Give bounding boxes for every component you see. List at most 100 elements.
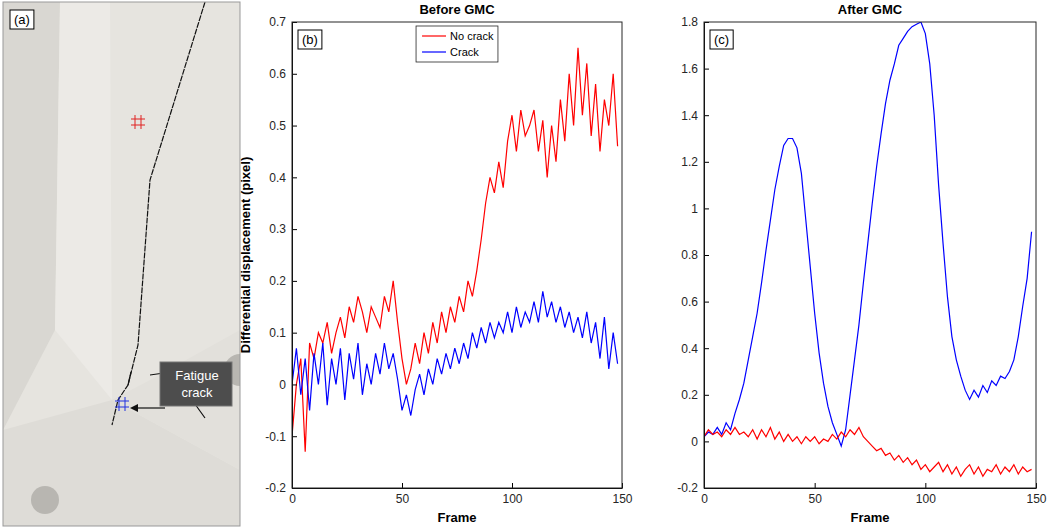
marker-line [135,115,136,129]
tick: 0.8 [681,248,709,262]
photo-region [55,2,112,400]
legend-box [416,26,498,62]
tick-mark [704,348,709,349]
tick: 0 [279,378,297,392]
tick-label: 100 [916,492,936,506]
plot-frame [292,22,622,488]
plot-background [292,22,622,488]
tick-mark [704,302,709,303]
panel-label: (c) [714,32,729,47]
tick: 0.3 [269,222,297,236]
tick: 1.4 [681,109,709,123]
tick-mark [704,208,709,209]
tick: 1 [691,202,709,216]
tick-label: 150 [612,492,632,506]
legend: No crack Crack [416,26,498,62]
marker-line [115,407,129,408]
tracking-points [131,115,145,129]
tick-label: 50 [396,492,410,506]
tick-label: 0.2 [681,388,698,402]
y-axis-title: Differential displacement (pixel) [238,157,253,354]
annotation-arrowhead [130,404,138,412]
legend-label: No crack [450,30,494,42]
annotation-arrow [134,407,165,408]
chart-panel: 050100150-0.200.20.40.60.811.21.41.61.8A… [677,2,1047,525]
tick-label: 0.4 [681,342,698,356]
data-line [704,22,1032,446]
tick-label: 1.2 [681,155,698,169]
tick-mark [292,436,297,437]
tick: 0 [691,435,709,449]
tick-label: 0.6 [269,67,286,81]
x-axis-title: Frame [437,510,476,525]
chart-title: After GMC [838,2,903,17]
tick-label: 0.4 [269,171,286,185]
tick-label: 0.1 [269,326,286,340]
plot-frame [704,22,1036,488]
tick-mark [815,483,816,488]
tick: 50 [396,483,410,506]
tick-label: 50 [808,492,822,506]
photo-hole [31,486,59,514]
tick: 150 [1026,483,1046,506]
x-axis: 050100150 [289,483,633,506]
plot-background [704,22,1036,488]
tick: 100 [502,483,522,506]
tick-label: -0.1 [265,430,286,444]
tick: 0.1 [269,326,297,340]
tick-mark [402,483,403,488]
tick-label: 0.6 [681,295,698,309]
panel-label-box [298,30,322,49]
tick-label: 1.4 [681,109,698,123]
tick-mark [704,441,709,442]
panel-label-box [10,10,34,29]
tick-mark [512,483,513,488]
data-line [292,48,618,452]
tracking-points [115,397,129,411]
tick: 0.2 [681,388,709,402]
tick-label: 1.8 [681,15,698,29]
tick-mark [292,333,297,334]
photo-background [3,2,240,526]
tick-label: 1 [691,202,698,216]
tick-mark [704,115,709,116]
panel-label: (b) [302,32,318,47]
tick-mark [292,126,297,127]
image-panel: Fatiguecrack(a) [3,2,256,526]
marker-line [115,401,129,402]
tick-mark [292,384,297,385]
tick-label: -0.2 [265,481,286,495]
tick-mark [704,162,709,163]
tick-label: 0.7 [269,15,286,29]
tick-mark [704,69,709,70]
x-axis: 0 50 100 150 [701,483,1047,506]
tick-label: 0.5 [269,119,286,133]
tick-label: 0 [701,492,708,506]
marker-line [141,115,142,129]
tick-mark [292,177,297,178]
tick-mark [292,229,297,230]
panel-label: (a) [14,12,30,27]
tick-label: 150 [1026,492,1046,506]
photo [3,2,240,526]
tick: 1.2 [681,155,709,169]
tick: 1.6 [681,62,709,76]
photo-region [112,330,240,470]
tick: 50 [808,483,822,506]
tick: 150 [612,483,632,506]
photo-region [3,2,60,430]
tick-mark [925,483,926,488]
legend-label: Crack [450,46,479,58]
panel-label-box [710,30,733,49]
legend-swatch [422,35,446,36]
annotation-box [160,362,232,406]
tick-mark [704,255,709,256]
tick-label: 0.8 [681,248,698,262]
tick-mark [292,74,297,75]
marker-line [119,397,120,411]
figure: Fatiguecrack(a)050100150-0.2-0.100.10.20… [0,0,1060,529]
tick-label: 0.3 [269,222,286,236]
tick: 0.4 [269,171,297,185]
tick: 0.2 [269,274,297,288]
marker-line [131,125,145,126]
